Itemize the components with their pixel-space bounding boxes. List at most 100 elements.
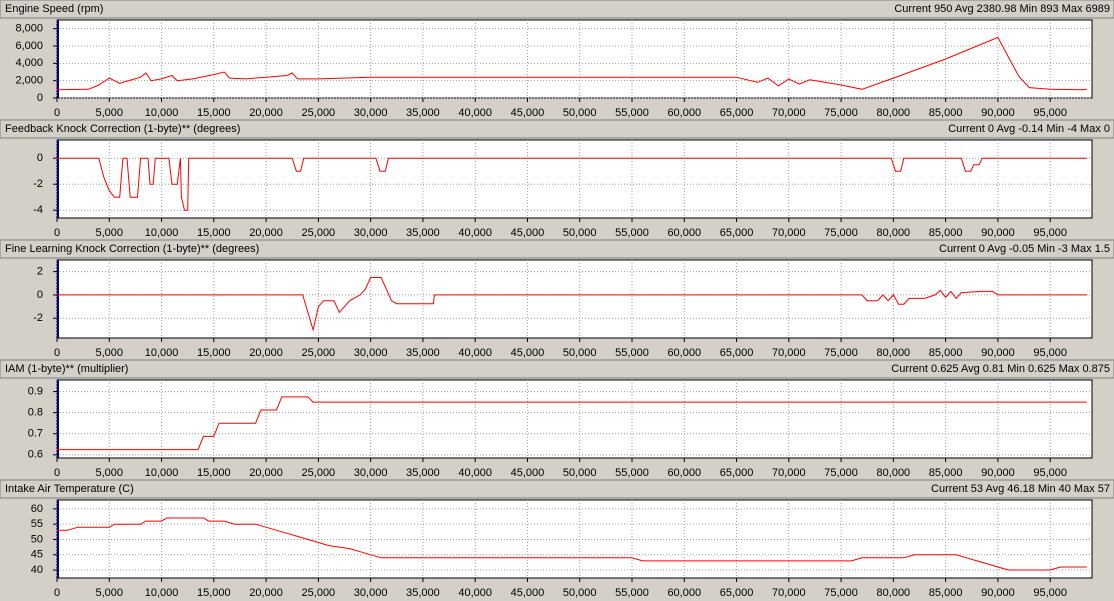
x-tick-label: 95,000 <box>1033 467 1067 479</box>
x-tick-label: 25,000 <box>302 227 336 239</box>
panel-stats: Current 950 Avg 2380.98 Min 893 Max 6989 <box>894 3 1110 15</box>
x-tick-label: 10,000 <box>145 227 179 239</box>
x-tick-label: 70,000 <box>772 107 806 119</box>
x-tick-label: 90,000 <box>981 587 1015 599</box>
x-tick-label: 90,000 <box>981 347 1015 359</box>
x-tick-label: 30,000 <box>354 227 388 239</box>
x-tick-label: 75,000 <box>824 227 858 239</box>
x-tick-label: 40,000 <box>458 467 492 479</box>
x-tick-label: 30,000 <box>354 107 388 119</box>
x-tick-label: 30,000 <box>354 347 388 359</box>
x-tick-label: 70,000 <box>772 347 806 359</box>
panel-title: Engine Speed (rpm) <box>5 3 103 15</box>
x-tick-label: 10,000 <box>145 467 179 479</box>
plot-area <box>56 379 1093 459</box>
x-tick-label: 0 <box>54 227 60 239</box>
y-tick-label: -2 <box>33 178 43 190</box>
x-tick-label: 40,000 <box>458 587 492 599</box>
x-tick-label: 85,000 <box>929 467 963 479</box>
x-tick-label: 65,000 <box>720 587 754 599</box>
x-tick-label: 55,000 <box>615 467 649 479</box>
x-tick-label: 60,000 <box>667 467 701 479</box>
x-tick-label: 60,000 <box>667 227 701 239</box>
x-tick-label: 35,000 <box>406 107 440 119</box>
x-tick-label: 80,000 <box>877 347 911 359</box>
x-tick-label: 35,000 <box>406 587 440 599</box>
x-tick-label: 50,000 <box>563 107 597 119</box>
data-line <box>57 517 1087 571</box>
x-tick-label: 75,000 <box>824 587 858 599</box>
x-tick-label: 20,000 <box>249 107 283 119</box>
x-tick-label: 5,000 <box>96 107 124 119</box>
x-tick-label: 15,000 <box>197 107 231 119</box>
x-tick-label: 55,000 <box>615 227 649 239</box>
y-tick-label: 55 <box>31 518 43 530</box>
y-tick-label: 0.6 <box>28 449 43 461</box>
x-tick-label: 5,000 <box>96 227 124 239</box>
x-tick-label: 95,000 <box>1033 107 1067 119</box>
panel-title: Feedback Knock Correction (1-byte)** (de… <box>5 123 240 135</box>
data-line <box>57 277 1087 332</box>
panel-title: Intake Air Temperature (C) <box>5 483 134 495</box>
x-tick-label: 85,000 <box>929 227 963 239</box>
x-tick-label: 95,000 <box>1033 587 1067 599</box>
panel-header <box>0 359 1114 379</box>
x-tick-label: 35,000 <box>406 347 440 359</box>
x-tick-label: 75,000 <box>824 467 858 479</box>
y-tick-label: 0.7 <box>28 428 43 440</box>
x-tick-label: 50,000 <box>563 347 597 359</box>
x-tick-label: 45,000 <box>511 587 545 599</box>
x-tick-label: 45,000 <box>511 227 545 239</box>
x-tick-label: 90,000 <box>981 467 1015 479</box>
panel-header <box>0 239 1114 259</box>
x-tick-label: 80,000 <box>877 467 911 479</box>
x-tick-label: 20,000 <box>249 587 283 599</box>
x-tick-label: 5,000 <box>96 347 124 359</box>
x-tick-label: 25,000 <box>302 467 336 479</box>
x-tick-label: 0 <box>54 467 60 479</box>
x-tick-label: 20,000 <box>249 227 283 239</box>
y-tick-label: 50 <box>31 533 43 545</box>
panel-header <box>0 479 1114 499</box>
x-tick-label: 70,000 <box>772 467 806 479</box>
panel-stats: Current 0.625 Avg 0.81 Min 0.625 Max 0.8… <box>891 363 1110 375</box>
x-tick-label: 15,000 <box>197 587 231 599</box>
x-tick-label: 5,000 <box>96 587 124 599</box>
x-tick-label: 40,000 <box>458 347 492 359</box>
x-tick-label: 80,000 <box>877 227 911 239</box>
x-tick-label: 0 <box>54 107 60 119</box>
y-tick-label: 6,000 <box>15 40 43 52</box>
x-tick-label: 80,000 <box>877 107 911 119</box>
x-tick-label: 60,000 <box>667 107 701 119</box>
x-tick-label: 65,000 <box>720 107 754 119</box>
x-tick-label: 35,000 <box>406 227 440 239</box>
y-tick-label: -2 <box>33 312 43 324</box>
y-tick-label: 8,000 <box>15 23 43 35</box>
y-tick-label: 40 <box>31 564 43 576</box>
plot-area <box>56 499 1093 579</box>
x-tick-label: 75,000 <box>824 107 858 119</box>
y-tick-label: 0 <box>37 152 43 164</box>
x-tick-label: 85,000 <box>929 347 963 359</box>
x-tick-label: 90,000 <box>981 107 1015 119</box>
x-tick-label: 40,000 <box>458 107 492 119</box>
x-tick-label: 30,000 <box>354 467 388 479</box>
x-tick-label: 55,000 <box>615 347 649 359</box>
x-tick-label: 15,000 <box>197 227 231 239</box>
x-tick-label: 20,000 <box>249 467 283 479</box>
x-tick-label: 85,000 <box>929 107 963 119</box>
x-tick-label: 25,000 <box>302 587 336 599</box>
panel-stats: Current 0 Avg -0.05 Min -3 Max 1.5 <box>939 243 1110 255</box>
x-tick-label: 10,000 <box>145 347 179 359</box>
x-tick-label: 25,000 <box>302 347 336 359</box>
x-tick-label: 5,000 <box>96 467 124 479</box>
x-tick-label: 55,000 <box>615 587 649 599</box>
plot-area <box>56 19 1093 99</box>
x-tick-label: 25,000 <box>302 107 336 119</box>
y-tick-label: 2 <box>37 266 43 278</box>
panel-header <box>0 119 1114 139</box>
x-tick-label: 65,000 <box>720 227 754 239</box>
y-tick-label: 2,000 <box>15 75 43 87</box>
